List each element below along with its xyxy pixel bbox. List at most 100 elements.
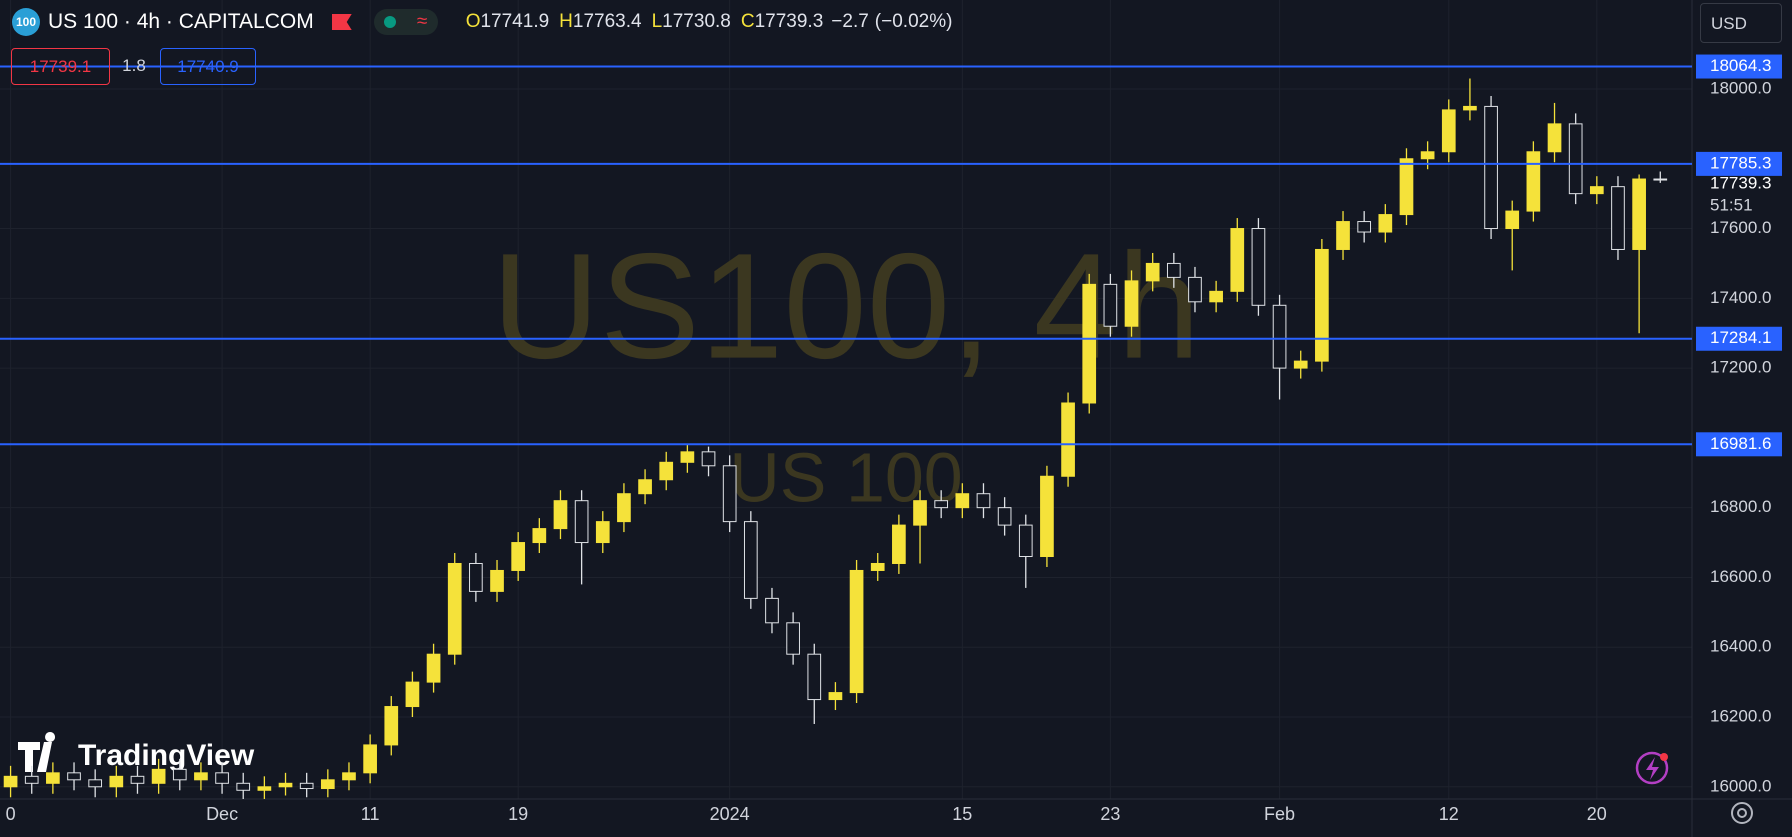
candle-body bbox=[1336, 221, 1350, 250]
candle-body bbox=[1505, 210, 1520, 230]
y-tick-label: 17600.0 bbox=[1710, 218, 1771, 237]
x-tick-label: 12 bbox=[1439, 804, 1459, 824]
candle-body bbox=[447, 562, 462, 655]
x-tick-label: 11 bbox=[361, 804, 380, 824]
level-label: 17284.1 bbox=[1710, 328, 1771, 347]
x-tick-label: 23 bbox=[1100, 804, 1120, 824]
candle-body bbox=[722, 465, 737, 523]
ohlc-letter: L bbox=[651, 11, 663, 32]
y-tick-label: 16600.0 bbox=[1710, 567, 1771, 586]
y-tick-label: 17200.0 bbox=[1710, 358, 1771, 377]
x-tick-label: 19 bbox=[508, 804, 528, 824]
candle-body bbox=[1653, 178, 1668, 181]
candle-body bbox=[807, 653, 822, 701]
candle-body bbox=[765, 597, 779, 624]
candle-body bbox=[532, 528, 547, 544]
y-tick-label: 16800.0 bbox=[1710, 497, 1771, 516]
candle-body bbox=[1166, 262, 1181, 278]
candle-body bbox=[1124, 280, 1139, 327]
x-tick-label: Feb bbox=[1264, 804, 1295, 824]
level-label-box bbox=[1696, 151, 1782, 176]
candle-body bbox=[955, 493, 970, 509]
level-label: 16981.6 bbox=[1710, 434, 1771, 453]
ohlc-item: L17730.8 bbox=[652, 11, 731, 33]
candle-body bbox=[1547, 123, 1562, 153]
candle-body bbox=[934, 500, 949, 509]
candle-body bbox=[215, 772, 229, 784]
candle-body bbox=[363, 744, 377, 774]
candle-body bbox=[617, 493, 631, 523]
spread: 1.8 bbox=[122, 56, 146, 75]
candle-body bbox=[1103, 283, 1118, 327]
symbol-title[interactable]: US 100 · 4h · CAPITALCOM bbox=[48, 10, 314, 33]
candle-body bbox=[342, 772, 356, 781]
candle-body bbox=[638, 479, 652, 495]
candle-body bbox=[1040, 475, 1054, 558]
candle-body bbox=[1251, 228, 1266, 306]
candle-body bbox=[1018, 524, 1033, 558]
ohlc-item: O17741.9 bbox=[466, 11, 549, 33]
y-tick-label: 18000.0 bbox=[1710, 78, 1771, 97]
ohlc-value: 17763.4 bbox=[572, 11, 642, 32]
currency-selector[interactable]: USD bbox=[1700, 3, 1782, 43]
candle-body bbox=[1209, 290, 1223, 303]
candle-body bbox=[46, 772, 60, 784]
ohlc-item: H17763.4 bbox=[559, 11, 641, 33]
candle-body bbox=[1632, 178, 1646, 250]
candle-body bbox=[1188, 276, 1202, 303]
level-label: 18064.3 bbox=[1710, 56, 1771, 75]
candle-body bbox=[1399, 158, 1414, 216]
candle-body bbox=[67, 772, 81, 781]
candle-body bbox=[1378, 214, 1393, 233]
change-percent: (−0.02%) bbox=[874, 11, 953, 32]
legend-bar: 100 US 100 · 4h · CAPITALCOM ≈ O17741.9 H… bbox=[0, 0, 952, 44]
candle-body bbox=[88, 779, 103, 788]
watermark: US100, 4h bbox=[492, 222, 1201, 390]
candle-body bbox=[24, 775, 39, 784]
candle-body bbox=[1420, 151, 1435, 160]
candle-body bbox=[595, 521, 610, 544]
x-tick-label: 2024 bbox=[710, 804, 750, 824]
candle-body bbox=[574, 500, 589, 544]
y-tick-label: 16400.0 bbox=[1710, 637, 1771, 656]
buy-button[interactable]: 17740.9 bbox=[160, 48, 256, 85]
candle-body bbox=[299, 782, 314, 790]
candle-body bbox=[109, 775, 124, 788]
alert-icon[interactable] bbox=[1635, 751, 1669, 785]
candle-body bbox=[786, 622, 800, 655]
candle-body bbox=[743, 521, 758, 599]
x-tick-label: 0 bbox=[6, 804, 16, 824]
y-tick-label: 17400.0 bbox=[1710, 288, 1771, 307]
ohlc-value: 17741.9 bbox=[480, 11, 550, 32]
candle-body bbox=[384, 706, 399, 746]
x-tick-label: 15 bbox=[952, 804, 972, 824]
y-tick-label: 16000.0 bbox=[1710, 776, 1771, 795]
ohlc-value: 17730.8 bbox=[662, 11, 731, 32]
candle-body bbox=[680, 451, 695, 463]
candle-body bbox=[1357, 221, 1372, 233]
candle-body bbox=[1315, 248, 1329, 362]
watermark-sub: US 100 bbox=[729, 438, 962, 516]
candle-body bbox=[511, 542, 526, 571]
candle-body bbox=[913, 500, 927, 526]
grid bbox=[0, 0, 1692, 799]
candle-body bbox=[1082, 283, 1097, 404]
level-label: 17785.3 bbox=[1710, 153, 1771, 172]
level-label-box bbox=[1696, 326, 1782, 351]
candle-body bbox=[3, 775, 18, 788]
market-status[interactable]: ≈ bbox=[373, 9, 438, 35]
candle-body bbox=[849, 569, 864, 694]
candle-body bbox=[1589, 186, 1604, 195]
candle-body bbox=[405, 681, 420, 708]
candle-body bbox=[320, 779, 335, 790]
flag-icon[interactable] bbox=[331, 14, 352, 30]
candle-body bbox=[1272, 304, 1287, 369]
candle-body bbox=[976, 493, 991, 509]
sell-button[interactable]: 17739.1 bbox=[11, 48, 110, 85]
candle-body bbox=[278, 782, 293, 788]
ohlc-item: C17739.3 bbox=[741, 11, 823, 33]
ohlc-letter: H bbox=[559, 11, 573, 32]
settings-icon[interactable] bbox=[1731, 802, 1753, 824]
